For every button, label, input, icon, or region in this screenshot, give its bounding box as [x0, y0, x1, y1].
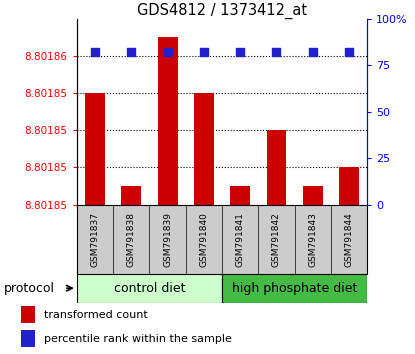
Text: percentile rank within the sample: percentile rank within the sample: [44, 333, 232, 343]
Bar: [339, 167, 359, 205]
Point: [128, 50, 134, 55]
Bar: [303, 186, 323, 205]
Bar: [222, 274, 367, 303]
Point: [346, 50, 352, 55]
Point: [273, 50, 280, 55]
Bar: [158, 38, 178, 205]
Point: [164, 50, 171, 55]
Text: GSM791841: GSM791841: [236, 212, 245, 267]
Text: GSM791842: GSM791842: [272, 212, 281, 267]
Text: GSM791844: GSM791844: [344, 212, 354, 267]
Bar: [85, 93, 105, 205]
Point: [200, 50, 207, 55]
Bar: [266, 130, 286, 205]
Text: transformed count: transformed count: [44, 310, 147, 320]
Point: [237, 50, 244, 55]
Text: control diet: control diet: [114, 282, 185, 295]
Bar: [230, 186, 250, 205]
Text: protocol: protocol: [4, 282, 55, 295]
Bar: [194, 93, 214, 205]
Text: GSM791838: GSM791838: [127, 212, 136, 267]
Point: [92, 50, 98, 55]
Title: GDS4812 / 1373412_at: GDS4812 / 1373412_at: [137, 2, 307, 19]
Text: GSM791843: GSM791843: [308, 212, 317, 267]
Text: high phosphate diet: high phosphate diet: [232, 282, 357, 295]
Point: [310, 50, 316, 55]
Text: GSM791837: GSM791837: [90, 212, 100, 267]
Bar: [21, 330, 35, 347]
Text: GSM791839: GSM791839: [163, 212, 172, 267]
Bar: [121, 186, 141, 205]
Bar: [21, 306, 35, 323]
Bar: [77, 274, 222, 303]
Text: GSM791840: GSM791840: [199, 212, 208, 267]
